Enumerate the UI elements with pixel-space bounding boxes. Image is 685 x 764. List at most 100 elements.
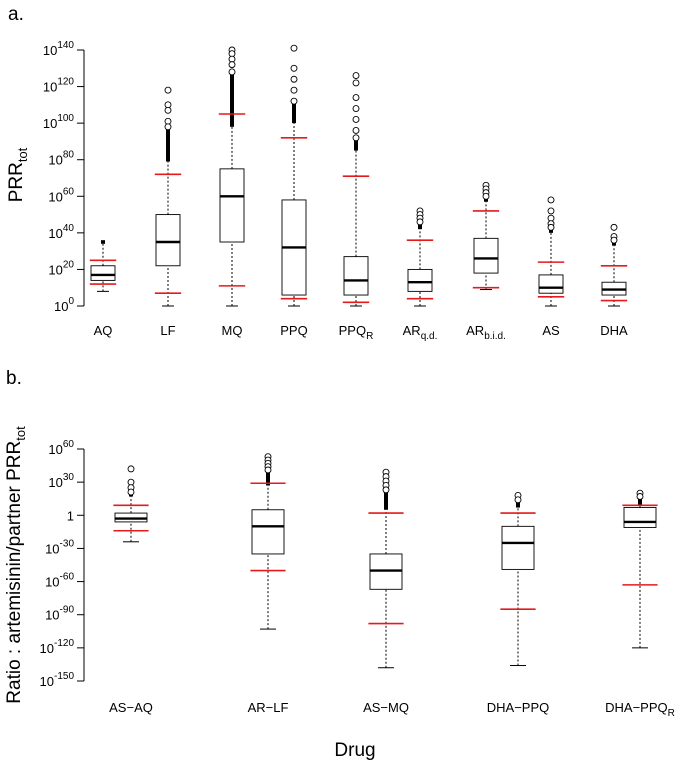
y-tick-exponent: 40 <box>63 223 75 234</box>
panel-a: a. PRRtot 100102010401060108010100101201… <box>6 4 628 342</box>
outlier-point <box>164 106 172 114</box>
box-2 <box>218 46 246 307</box>
panel-b-label: b. <box>6 368 22 389</box>
category-label: PPQ <box>280 323 307 338</box>
y-tick-base: 10 <box>54 299 68 314</box>
y-tick-exponent: 140 <box>57 40 74 51</box>
category-main: AR−LF <box>248 700 289 715</box>
category-main: PPQ <box>339 323 366 338</box>
y-tick-base: 10 <box>48 226 62 241</box>
y-tick-label: 100 <box>54 296 74 314</box>
y-tick-label: 10-30 <box>45 538 74 556</box>
category-label: AS <box>542 323 560 338</box>
outlier-point <box>547 207 555 215</box>
category-label: LF <box>160 323 175 338</box>
y-tick-label: 10-90 <box>45 605 74 623</box>
y-tick-base: 10 <box>48 262 62 277</box>
box-rect <box>538 274 564 294</box>
category-label: DHA <box>600 323 628 338</box>
outlier-point <box>127 465 135 473</box>
y-tick-exponent: 20 <box>63 259 75 270</box>
y-tick-base: 1 <box>67 508 74 523</box>
category-main: DHA−PPQ <box>605 700 668 715</box>
outlier-point <box>127 488 135 496</box>
outlier-point <box>290 64 298 72</box>
category-label: AS−AQ <box>109 700 153 715</box>
category-sub: R <box>366 331 373 342</box>
y-tick-label: 1060 <box>48 439 74 457</box>
box-rect <box>251 509 285 555</box>
y-tick-exponent: 30 <box>63 472 75 483</box>
category-main: AS−MQ <box>363 700 409 715</box>
y-tick-label: 10-150 <box>40 671 75 689</box>
category-label: DHA−PPQ <box>487 700 550 715</box>
y-tick-exponent: 120 <box>57 77 74 88</box>
y-tick-exponent: 80 <box>63 150 75 161</box>
panel-a-categories: AQ LF MQ PPQ PPQR ARq.d. ARb.i.d. AS DHA <box>94 323 628 342</box>
category-main: MQ <box>222 323 243 338</box>
y-tick-base: 10 <box>45 541 59 556</box>
outlier-point <box>264 466 272 474</box>
outlier-point <box>547 196 555 204</box>
y-tick-exponent: 0 <box>68 296 74 307</box>
y-tick-exponent: -90 <box>60 605 75 616</box>
y-tick-base: 10 <box>43 116 57 131</box>
panel-b-categories: AS−AQ AR−LF AS−MQ DHA−PPQ DHA−PPQR <box>109 700 675 719</box>
outlier-point <box>352 127 360 134</box>
y-tick-base: 10 <box>48 475 62 490</box>
category-main: AR <box>466 323 484 338</box>
box-rect <box>155 214 181 267</box>
box-4 <box>342 72 370 307</box>
category-main: LF <box>160 323 175 338</box>
box-5 <box>406 207 434 307</box>
y-tick-label: 1060 <box>48 186 74 204</box>
box-0 <box>89 240 117 292</box>
y-tick-label: 10100 <box>43 113 75 131</box>
category-label: AR−LF <box>248 700 289 715</box>
outlier-point <box>352 94 360 101</box>
outlier-point <box>547 223 555 231</box>
outlier-point <box>416 218 424 226</box>
panel-b-ylabel: Ratio : artemisinin/partner PRRtot <box>4 426 28 704</box>
outlier-point <box>352 72 360 80</box>
outlier-point <box>514 496 522 504</box>
y-tick-label: 1040 <box>48 223 74 241</box>
outlier-point <box>482 192 490 200</box>
y-tick-base: 10 <box>48 442 62 457</box>
y-tick-exponent: 60 <box>63 439 75 450</box>
y-tick-exponent: -150 <box>54 671 74 682</box>
y-tick-exponent: -120 <box>54 638 74 649</box>
category-label: ARb.i.d. <box>466 323 506 342</box>
y-tick-base: 10 <box>45 608 59 623</box>
y-tick-base: 10 <box>43 80 57 95</box>
box-7 <box>537 196 565 307</box>
panel-b: b. Ratio : artemisinin/partner PRRtot 10… <box>4 368 675 761</box>
panel-b-xlabel: Drug <box>334 740 375 761</box>
category-label: DHA−PPQR <box>605 700 675 719</box>
outlier-point <box>352 79 360 87</box>
panel-a-label: a. <box>8 4 24 25</box>
box-3 <box>500 491 536 667</box>
y-tick-label: 1080 <box>48 150 74 168</box>
panel-a-boxes <box>89 44 628 307</box>
category-label: AS−MQ <box>363 700 409 715</box>
category-label: ARq.d. <box>403 323 438 342</box>
outlier-point <box>290 44 298 52</box>
panel-b-boxes <box>113 453 658 669</box>
y-tick-exponent: 100 <box>57 113 74 124</box>
category-label: MQ <box>222 323 243 338</box>
y-tick-base: 10 <box>48 189 62 204</box>
box-rect <box>407 268 433 292</box>
category-sub: b.i.d. <box>484 331 506 342</box>
category-main: AQ <box>94 323 113 338</box>
panel-a-ylabel: PRRtot <box>6 147 30 202</box>
category-main: AR <box>403 323 421 338</box>
box-2 <box>368 468 404 669</box>
outlier-point <box>352 116 360 123</box>
box-8 <box>600 223 628 307</box>
box-rect <box>343 256 369 296</box>
y-tick-base: 10 <box>48 153 62 168</box>
